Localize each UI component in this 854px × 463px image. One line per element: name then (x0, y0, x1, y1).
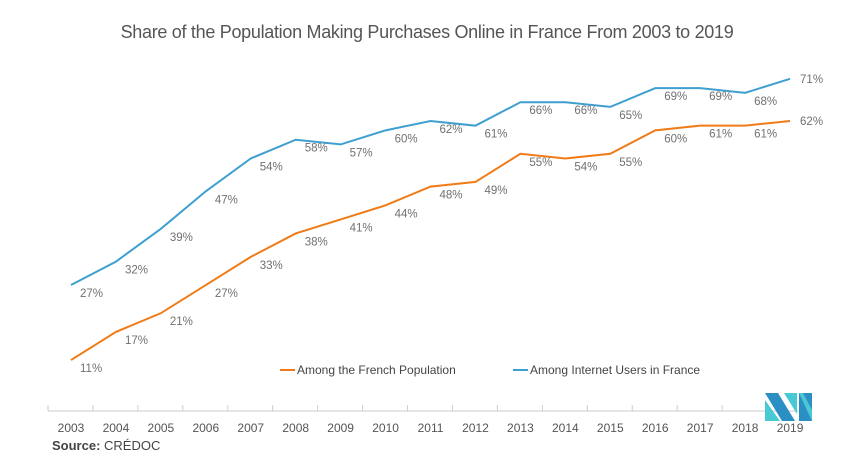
data-label: 27% (215, 288, 238, 300)
source-note: Source: CRÉDOC (52, 438, 160, 453)
data-label: 48% (440, 190, 463, 202)
data-label: 49% (484, 185, 507, 197)
data-label: 69% (709, 91, 732, 103)
series-line-french-population (70, 119, 791, 361)
data-label: 68% (754, 96, 777, 108)
data-label: 65% (619, 110, 642, 122)
data-label: 27% (80, 288, 103, 300)
logo-icon (765, 393, 812, 421)
data-label: 11% (80, 363, 102, 375)
data-label: 58% (305, 143, 328, 155)
x-tick-label: 2018 (732, 421, 759, 435)
data-label: 61% (484, 129, 507, 141)
data-label: 55% (619, 157, 642, 169)
x-tick-label: 2014 (552, 421, 579, 435)
data-label: 66% (574, 105, 597, 117)
legend-label: Among Internet Users in France (530, 363, 700, 377)
x-tick-label: 2008 (282, 421, 309, 435)
data-label: 66% (529, 105, 552, 117)
data-label: 69% (664, 91, 687, 103)
x-tick-label: 2012 (462, 421, 489, 435)
x-tick-label: 2004 (103, 421, 130, 435)
legend-item: Among Internet Users in France (513, 363, 700, 377)
x-tick-label: 2017 (687, 421, 714, 435)
data-label: 71% (800, 74, 823, 86)
data-label: 32% (125, 265, 148, 277)
data-label: 60% (664, 133, 687, 145)
data-label: 33% (260, 260, 283, 272)
x-tick-label: 2015 (597, 421, 624, 435)
x-tick-label: 2006 (192, 421, 219, 435)
x-tick-label: 2011 (418, 421, 444, 435)
x-tick-label: 2005 (148, 421, 175, 435)
series-line-internet-users (70, 77, 791, 286)
chart-title: Share of the Population Making Purchases… (120, 22, 734, 42)
data-label: 61% (709, 129, 732, 141)
source-value: CRÉDOC (104, 438, 161, 453)
x-tick-label: 2003 (58, 421, 85, 435)
data-label: 62% (440, 124, 463, 136)
data-label: 55% (529, 157, 552, 169)
data-label: 54% (574, 161, 597, 173)
data-label: 62% (800, 116, 823, 128)
x-tick-label: 2010 (372, 421, 399, 435)
source-label: Source: (52, 438, 101, 453)
data-label: 38% (305, 236, 328, 248)
data-label: 17% (125, 335, 148, 347)
x-tick-label: 2007 (237, 421, 264, 435)
data-label: 61% (754, 129, 777, 141)
data-label: 57% (350, 147, 373, 159)
data-label: 54% (260, 161, 283, 173)
data-label: 41% (350, 222, 373, 234)
x-tick-label: 2016 (642, 421, 669, 435)
data-label: 60% (395, 133, 418, 145)
x-tick-label: 2009 (327, 421, 354, 435)
x-tick-label: 2019 (777, 421, 804, 435)
data-label: 44% (395, 208, 418, 220)
data-label: 39% (170, 232, 193, 244)
data-label: 21% (170, 316, 193, 328)
legend-item: Among the French Population (280, 363, 456, 377)
data-label: 47% (215, 194, 238, 206)
legend-label: Among the French Population (297, 363, 456, 377)
x-tick-label: 2013 (507, 421, 534, 435)
